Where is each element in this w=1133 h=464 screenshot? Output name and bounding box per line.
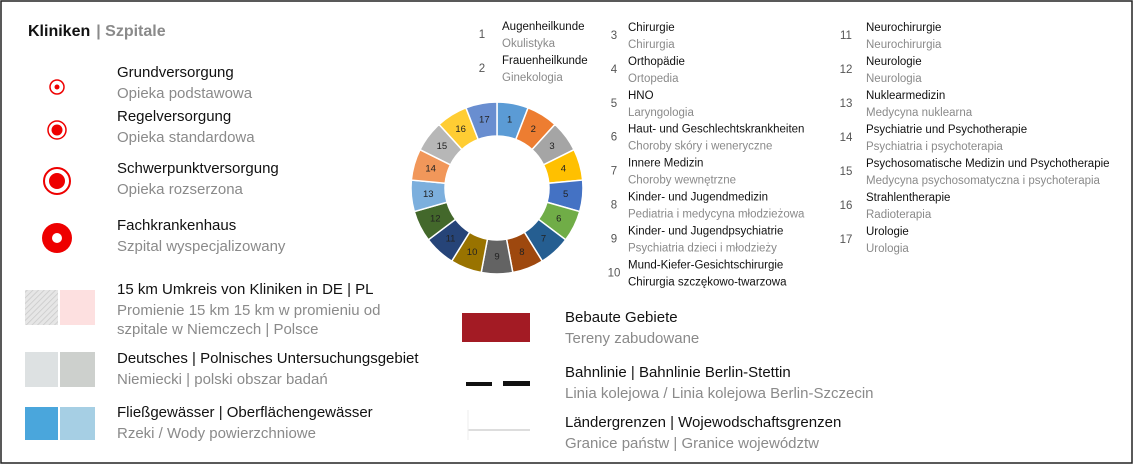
donut-label: 8 bbox=[519, 247, 524, 258]
area-swatches bbox=[25, 290, 95, 440]
specialty-pl: Ginekologia bbox=[502, 72, 563, 84]
title-de: Kliniken bbox=[28, 23, 90, 40]
specialty-number: 3 bbox=[611, 30, 617, 42]
donut-label: 14 bbox=[425, 164, 436, 175]
donut-label: 10 bbox=[467, 247, 478, 258]
hospital-pl: Opieka podstawowa bbox=[117, 85, 253, 102]
hospital-icons bbox=[42, 79, 72, 253]
area-pl: szpitale w Niemczech | Polsce bbox=[117, 321, 318, 338]
area-pl: Rzeki / Wody powierzchniowe bbox=[117, 425, 316, 442]
specialty-pl: Psychiatria i psychoterapia bbox=[866, 141, 1003, 153]
other-pl: Granice państw | Granice województw bbox=[565, 435, 819, 452]
donut-label: 5 bbox=[563, 189, 568, 200]
specialty-de: Neurochirurgie bbox=[866, 22, 941, 34]
specialty-number: 4 bbox=[611, 64, 618, 76]
specialty-number: 5 bbox=[611, 98, 617, 110]
specialty-de: Orthopädie bbox=[628, 56, 685, 68]
area-pl: Niemiecki | polski obszar badań bbox=[117, 371, 328, 388]
hospital-pl: Opieka rozserzona bbox=[117, 181, 244, 198]
specialty-number: 17 bbox=[840, 234, 853, 246]
specialty-de: Haut- und Geschlechtskrankheiten bbox=[628, 124, 804, 136]
other-de: Ländergrenzen | Wojewodschaftsgrenzen bbox=[565, 414, 841, 431]
donut-segment bbox=[464, 101, 498, 141]
donut-label: 9 bbox=[494, 252, 499, 263]
donut-label: 16 bbox=[455, 124, 466, 135]
donut-label: 1 bbox=[507, 115, 512, 126]
area-de: Fließgewässer | Oberflächengewässer bbox=[117, 404, 373, 421]
specialty-de: Psychiatrie und Psychotherapie bbox=[866, 124, 1027, 136]
specialty-pl: Chirurgia szczękowo-twarzowa bbox=[628, 276, 787, 288]
content: Grundversorgung Opieka podstawowa Regelver… bbox=[117, 21, 1110, 452]
donut-label: 15 bbox=[437, 141, 448, 152]
area-de: 15 km Umkreis von Kliniken in DE | PL bbox=[117, 281, 374, 298]
specialty-de: Mund-Kiefer-Gesichtschirurgie bbox=[628, 259, 783, 271]
hospital-de: Grundversorgung bbox=[117, 64, 234, 81]
donut-label: 3 bbox=[549, 141, 554, 152]
other-de: Bahnlinie | Bahnlinie Berlin-Stettin bbox=[565, 364, 791, 381]
donut-label: 6 bbox=[556, 213, 561, 224]
specialty-pl: Chirurgia bbox=[628, 39, 675, 51]
specialty-de: Kinder- und Jugendpsychiatrie bbox=[628, 225, 783, 237]
specialty-number: 16 bbox=[840, 200, 853, 212]
specialty-number: 7 bbox=[611, 166, 617, 178]
specialty-de: Kinder- und Jugendmedizin bbox=[628, 192, 768, 204]
donut-label: 11 bbox=[446, 234, 456, 245]
specialty-de: HNO bbox=[628, 90, 654, 102]
specialty-pl: Psychiatria dzieci i młodzieży bbox=[628, 242, 777, 254]
donut-label: 2 bbox=[531, 124, 536, 135]
specialty-pl: Neurochirurgia bbox=[866, 39, 942, 51]
title: Kliniken | Szpitale bbox=[28, 23, 166, 40]
area-pl: Promienie 15 km 15 km w promieniu od bbox=[117, 302, 380, 319]
hospital-de: Fachkrankenhaus bbox=[117, 217, 236, 234]
specialty-pl: Radioterapia bbox=[866, 209, 932, 221]
hospital-de: Regelversorgung bbox=[117, 108, 231, 125]
specialty-de: Augenheilkunde bbox=[502, 21, 585, 33]
specialty-number: 10 bbox=[608, 267, 621, 279]
specialty-de: Urologie bbox=[866, 226, 909, 238]
donut-label: 17 bbox=[479, 115, 490, 126]
specialty-number: 13 bbox=[840, 98, 853, 110]
specialty-de: Innere Medizin bbox=[628, 158, 703, 170]
area-de: Deutsches | Polnisches Untersuchungsgebi… bbox=[117, 350, 419, 367]
other-de: Bebaute Gebiete bbox=[565, 309, 678, 326]
specialty-de: Neurologie bbox=[866, 56, 922, 68]
specialty-pl: Urologia bbox=[866, 243, 909, 255]
specialty-number: 11 bbox=[840, 30, 852, 42]
specialty-de: Frauenheilkunde bbox=[502, 55, 588, 67]
specialty-number: 14 bbox=[840, 132, 853, 144]
specialty-de: Psychosomatische Medizin und Psychothera… bbox=[866, 158, 1110, 170]
specialty-pl: Laryngologia bbox=[628, 107, 694, 119]
specialty-pl: Pediatria i medycyna młodzieżowa bbox=[628, 209, 805, 221]
specialty-pl: Neurologia bbox=[866, 73, 922, 85]
specialty-number: 9 bbox=[611, 233, 617, 245]
title-pl: | Szpitale bbox=[96, 23, 165, 40]
specialty-number: 1 bbox=[479, 29, 485, 41]
donut-label: 7 bbox=[541, 234, 546, 245]
specialty-pl: Ortopedia bbox=[628, 73, 679, 85]
specialty-number: 6 bbox=[611, 132, 617, 144]
other-swatches bbox=[462, 313, 530, 440]
other-pl: Tereny zabudowane bbox=[565, 330, 699, 347]
specialty-number: 2 bbox=[479, 63, 485, 75]
specialty-de: Chirurgie bbox=[628, 22, 675, 34]
specialty-pl: Medycyna psychosomatyczna i psychoterapi… bbox=[866, 175, 1101, 187]
donut-label: 13 bbox=[423, 189, 434, 200]
hospital-de: Schwerpunktversorgung bbox=[117, 160, 279, 177]
specialty-pl: Okulistyka bbox=[502, 38, 556, 50]
donut-label: 12 bbox=[430, 213, 441, 224]
specialty-pl: Medycyna nuklearna bbox=[866, 107, 973, 119]
specialty-de: Strahlentherapie bbox=[866, 192, 950, 204]
hospital-pl: Opieka standardowa bbox=[117, 129, 255, 146]
specialty-number: 8 bbox=[611, 200, 617, 212]
specialty-number: 15 bbox=[840, 166, 853, 178]
specialty-pl: Choroby skóry i weneryczne bbox=[628, 141, 772, 153]
specialty-number: 12 bbox=[840, 64, 853, 76]
specialty-pl: Choroby wewnętrzne bbox=[628, 175, 736, 187]
donut-label: 4 bbox=[561, 164, 566, 175]
specialty-de: Nuklearmedizin bbox=[866, 90, 945, 102]
hospital-pl: Szpital wyspecjalizowany bbox=[117, 238, 286, 255]
other-pl: Linia kolejowa / Linia kolejowa Berlin-S… bbox=[565, 385, 874, 402]
